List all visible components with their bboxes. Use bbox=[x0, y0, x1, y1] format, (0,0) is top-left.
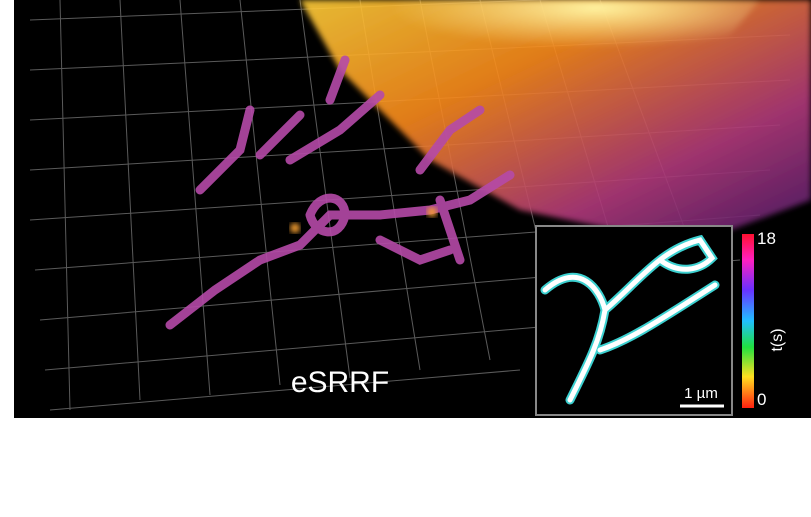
colorbar-label: t(s) bbox=[769, 328, 786, 351]
scale-bar-label: 1 µm bbox=[684, 385, 718, 402]
image-label: eSRRF bbox=[291, 366, 389, 399]
colorbar-min: 0 bbox=[757, 390, 766, 409]
figure: eSRRF 1 µm 18 0 t(s) bbox=[0, 0, 811, 517]
colorbar-max: 18 bbox=[757, 229, 776, 248]
bright-spot bbox=[427, 207, 437, 217]
bright-spot bbox=[290, 223, 300, 233]
colorbar bbox=[742, 234, 754, 408]
